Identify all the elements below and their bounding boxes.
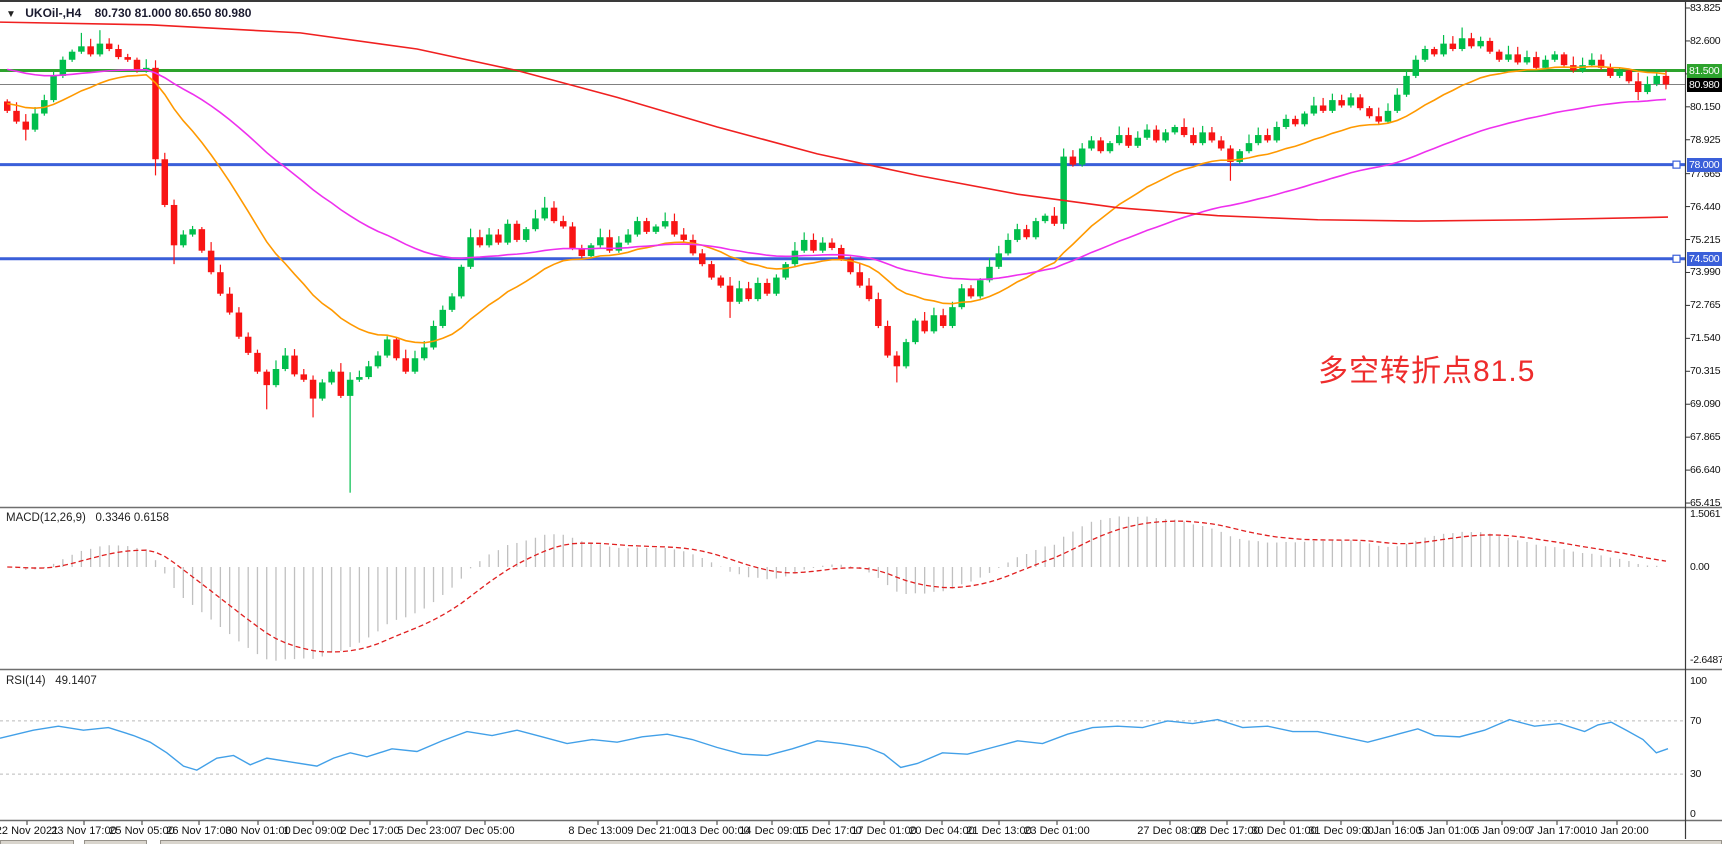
time-tick-label: 14 Dec 09:00 — [739, 825, 805, 837]
ohlc-values: 80.730 81.000 80.650 80.980 — [94, 6, 252, 20]
price-tick-label: 70.315 — [1690, 365, 1721, 378]
price-tick-label: 67.865 — [1690, 431, 1721, 444]
time-tick-label: 2 Dec 17:00 — [340, 825, 400, 837]
price-tick-label: 71.540 — [1690, 332, 1721, 345]
macd-tick-label: 1.5061 — [1690, 508, 1721, 521]
time-tick-label: 28 Dec 17:00 — [1194, 825, 1260, 837]
price-tick-label: 66.640 — [1690, 464, 1721, 477]
price-level-badge[interactable]: 74.500 — [1687, 251, 1722, 266]
time-tick-label: 5 Dec 23:00 — [397, 825, 457, 837]
price-level-badge[interactable]: 81.500 — [1687, 63, 1722, 78]
rsi-indicator-label: RSI(14) 49.1407 — [6, 675, 97, 687]
time-tick-label: 1 Dec 09:00 — [283, 825, 343, 837]
price-tick-label: 76.440 — [1690, 200, 1721, 213]
chart-tab-2[interactable] — [84, 840, 147, 844]
time-tick-label: 30 Dec 01:00 — [1251, 825, 1317, 837]
symbol-dropdown-icon[interactable]: ▼ — [6, 9, 16, 20]
price-tick-label: 78.925 — [1690, 133, 1721, 146]
time-tick-label: 5 Jan 01:00 — [1418, 825, 1476, 837]
price-level-badge[interactable]: 80.980 — [1687, 77, 1722, 92]
price-level-badge[interactable]: 78.000 — [1687, 157, 1722, 172]
time-tick-label: 17 Dec 01:00 — [851, 825, 917, 837]
rsi-tick-label: 0 — [1690, 808, 1696, 820]
time-tick-label: 21 Dec 13:00 — [966, 825, 1032, 837]
time-tick-label: 30 Nov 01:00 — [225, 825, 291, 837]
price-tick-label: 75.215 — [1690, 233, 1721, 246]
chart-text-annotation: 多空转折点81.5 — [1318, 355, 1536, 388]
time-tick-label: 27 Dec 08:00 — [1137, 825, 1203, 837]
rsi-indicator-value: 49.1407 — [55, 675, 97, 687]
time-tick-label: 15 Dec 17:00 — [796, 825, 862, 837]
price-tick-label: 83.825 — [1690, 2, 1721, 14]
macd-indicator-values: 0.3346 0.6158 — [95, 512, 170, 524]
time-tick-label: 31 Dec 09:00 — [1308, 825, 1374, 837]
time-tick-label: 6 Jan 09:00 — [1473, 825, 1531, 837]
time-tick-label: 22 Nov 2021 — [0, 825, 59, 837]
time-tick-label: 9 Dec 21:00 — [627, 825, 687, 837]
chart-title: ▼ UKOil-,H4 80.730 81.000 80.650 80.980 — [6, 6, 251, 20]
time-tick-label: 26 Nov 17:00 — [166, 825, 232, 837]
price-tick-label: 82.600 — [1690, 34, 1721, 47]
time-tick-label: 10 Jan 20:00 — [1585, 825, 1649, 837]
macd-tick-label: 0.00 — [1690, 561, 1710, 573]
macd-tick-label: -2.6487 — [1690, 653, 1722, 666]
price-tick-label: 69.090 — [1690, 398, 1721, 411]
price-tick-label: 65.415 — [1690, 497, 1721, 510]
time-tick-label: 23 Dec 01:00 — [1024, 825, 1090, 837]
chart-tab-bar[interactable] — [160, 840, 1722, 844]
time-tick-label: 8 Dec 13:00 — [568, 825, 628, 837]
symbol-period-label: UKOil-,H4 — [25, 6, 82, 20]
price-tick-label: 80.150 — [1690, 100, 1721, 113]
macd-indicator-label: MACD(12,26,9) 0.3346 0.6158 — [6, 512, 170, 524]
rsi-tick-label: 100 — [1690, 675, 1707, 687]
time-tick-label: 7 Jan 17:00 — [1528, 825, 1586, 837]
time-tick-label: 7 Dec 05:00 — [455, 825, 515, 837]
time-tick-label: 13 Dec 00:00 — [684, 825, 750, 837]
chart-tab-1[interactable] — [0, 840, 74, 844]
time-tick-label: 23 Nov 17:00 — [51, 825, 117, 837]
time-tick-label: 25 Nov 05:00 — [109, 825, 175, 837]
rsi-tick-label: 30 — [1690, 768, 1702, 781]
time-tick-label: 3 Jan 16:00 — [1364, 825, 1422, 837]
time-tick-label: 20 Dec 04:00 — [909, 825, 975, 837]
price-tick-label: 72.765 — [1690, 299, 1721, 312]
rsi-tick-label: 70 — [1690, 714, 1702, 727]
price-tick-label: 73.990 — [1690, 266, 1721, 279]
